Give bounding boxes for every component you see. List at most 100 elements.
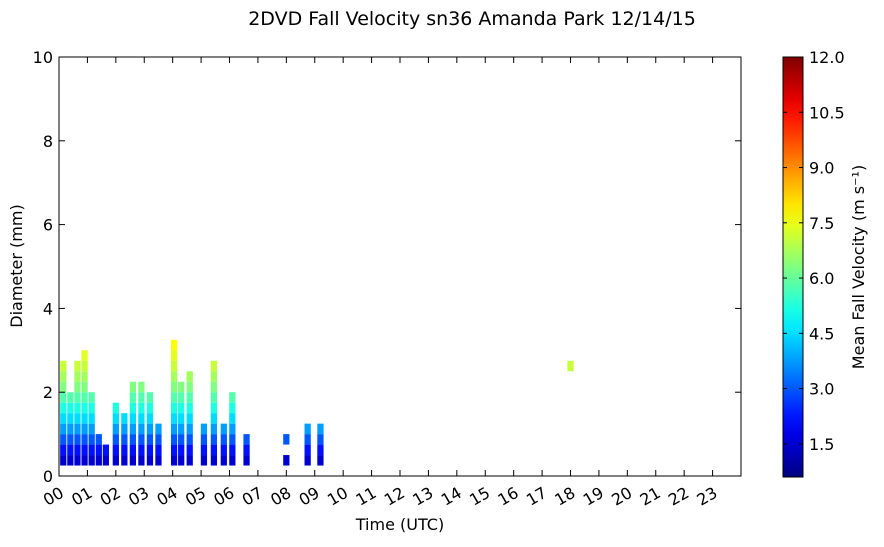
cell	[129, 413, 137, 424]
cell	[229, 455, 236, 466]
cell	[178, 423, 185, 435]
cell	[121, 455, 128, 466]
cell	[283, 455, 290, 466]
cell	[170, 371, 178, 382]
y-tick-label: 2	[43, 383, 53, 402]
cell	[146, 444, 154, 456]
cell	[60, 434, 67, 445]
cell	[317, 444, 324, 456]
colorbar-tick-label: 12.0	[809, 48, 845, 67]
colorbar-tick-label: 7.5	[809, 214, 834, 233]
cell	[88, 392, 95, 403]
x-tick-label: 08	[267, 483, 294, 510]
cell	[170, 360, 178, 372]
cell	[170, 423, 178, 435]
cell	[170, 402, 178, 414]
cell	[138, 423, 145, 435]
colorbar-tick-label: 3.0	[809, 380, 834, 399]
cell	[210, 444, 217, 456]
x-tick-label: 15	[466, 483, 493, 510]
cell	[121, 434, 128, 445]
cell	[129, 444, 137, 456]
cell	[129, 434, 137, 445]
y-tick-label: 0	[43, 467, 53, 486]
cell	[186, 381, 193, 393]
cell	[121, 444, 128, 456]
x-tick-label: 07	[239, 483, 266, 510]
cell	[74, 444, 81, 456]
cell	[146, 402, 154, 414]
cell	[304, 434, 311, 445]
cell	[60, 360, 67, 372]
cell	[229, 434, 236, 445]
cell	[88, 402, 95, 414]
cell	[220, 444, 227, 456]
cell	[129, 423, 137, 435]
x-tick-label: 03	[125, 483, 152, 510]
cell	[317, 423, 324, 435]
cell	[60, 381, 67, 393]
chart-title: 2DVD Fall Velocity sn36 Amanda Park 12/1…	[248, 8, 696, 30]
cell	[243, 444, 250, 456]
cell	[60, 444, 67, 456]
cell	[567, 360, 574, 372]
cell	[200, 455, 208, 466]
cell	[74, 455, 81, 466]
cell	[178, 392, 185, 403]
cell	[67, 455, 74, 466]
x-tick-label: 10	[324, 483, 351, 510]
plot-frame	[58, 56, 742, 477]
cell	[210, 360, 217, 372]
cell	[229, 413, 236, 424]
cell	[88, 444, 95, 456]
cell	[112, 402, 119, 414]
cell	[170, 434, 178, 445]
cell	[170, 339, 178, 351]
cell	[220, 455, 227, 466]
x-tick-label: 00	[40, 483, 67, 510]
cell	[155, 455, 162, 466]
cell	[283, 434, 290, 445]
cell	[112, 444, 119, 456]
cell	[121, 423, 128, 435]
cell	[95, 455, 102, 466]
cell	[112, 455, 119, 466]
colorbar-tick-label: 10.5	[809, 103, 845, 122]
colorbar-tick-label: 6.0	[809, 269, 834, 288]
x-tick-label: 19	[580, 483, 607, 510]
cell	[210, 371, 217, 382]
cell	[138, 381, 145, 393]
x-tick-label: 04	[154, 483, 181, 510]
cell	[138, 434, 145, 445]
cell	[138, 392, 145, 403]
cell	[74, 402, 81, 414]
cell	[170, 350, 178, 361]
cell	[74, 423, 81, 435]
cell	[112, 413, 119, 424]
cell	[60, 371, 67, 382]
x-tick-label: 22	[665, 483, 692, 510]
x-tick-label: 12	[381, 483, 408, 510]
cell	[200, 444, 208, 456]
cell	[138, 413, 145, 424]
y-axis-label: Diameter (mm)	[7, 204, 26, 327]
cell	[170, 444, 178, 456]
cell	[60, 413, 67, 424]
cell	[304, 423, 311, 435]
x-tick-label: 13	[409, 483, 436, 510]
cell	[81, 444, 88, 456]
cell	[155, 434, 162, 445]
x-tick-label: 17	[523, 483, 550, 510]
colorbar	[782, 56, 804, 478]
cell	[121, 413, 128, 424]
x-tick-label: 20	[608, 483, 635, 510]
cell	[74, 371, 81, 382]
x-tick-label: 18	[551, 483, 578, 510]
cell	[210, 413, 217, 424]
cell	[210, 381, 217, 393]
cell	[170, 381, 178, 393]
cell	[74, 381, 81, 393]
cell	[95, 434, 102, 445]
cell	[210, 392, 217, 403]
